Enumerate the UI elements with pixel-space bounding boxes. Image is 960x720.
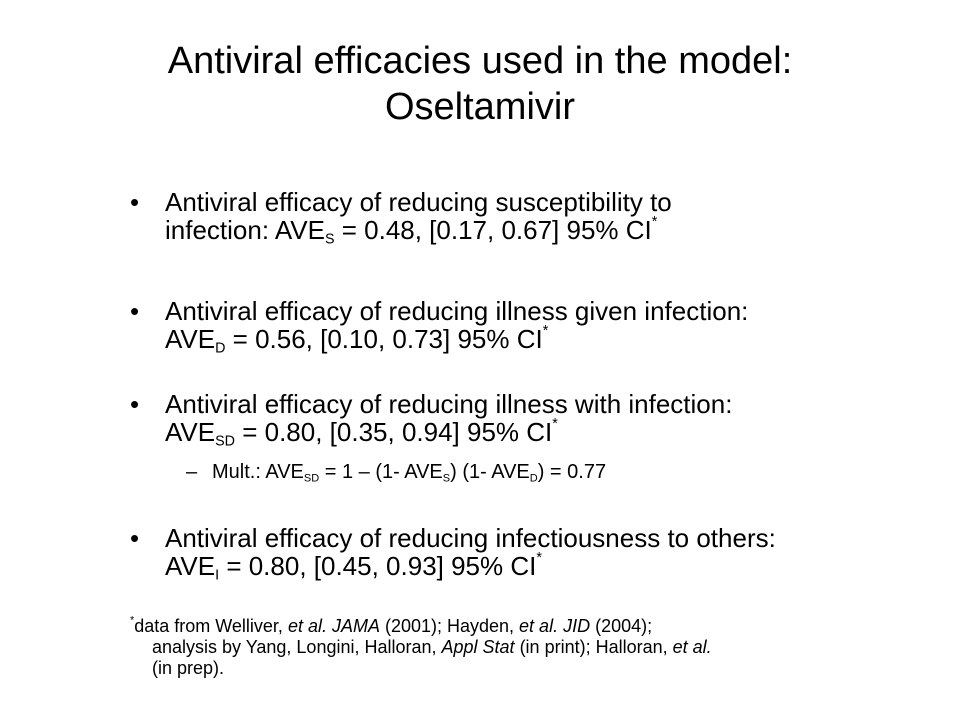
text-run: infection: AVE xyxy=(165,215,325,245)
text-run: analysis by Yang, Longini, Halloran, xyxy=(152,637,442,657)
text-run: data from Welliver, xyxy=(134,616,288,636)
subscript: SD xyxy=(303,472,320,485)
text-run: = 0.56, [0.10, 0.73] 95% CI xyxy=(225,324,543,354)
italic-run: Appl Stat xyxy=(441,637,515,657)
bullet-line-2: infection: AVES = 0.48, [0.17, 0.67] 95%… xyxy=(165,214,930,248)
text-run: (2001); Hayden, xyxy=(379,616,520,636)
bullet-dot: • xyxy=(130,523,140,553)
text-run: ) (1- AVE xyxy=(450,461,530,483)
title-line-2: Oseltamivir xyxy=(384,86,576,128)
bullet-line-2: AVESD = 0.80, [0.35, 0.94] 95% CI* xyxy=(165,416,930,450)
subscript: I xyxy=(215,567,220,584)
text-run: AVE xyxy=(165,551,216,581)
footnote-line-2: analysis by Yang, Longini, Halloran, App… xyxy=(130,637,930,658)
slide-title: Antiviral efficacies used in the model: … xyxy=(60,38,900,130)
bullet-infectiousness: • Antiviral efficacy of reducing infecti… xyxy=(130,523,930,584)
text-run: (in print); Halloran, xyxy=(514,637,673,657)
text-run: AVE xyxy=(165,324,216,354)
text-run: ) = 0.77 xyxy=(537,461,607,483)
footnote-mark: * xyxy=(542,323,549,340)
bullet-line-2: AVEI = 0.80, [0.45, 0.93] 95% CI* xyxy=(165,550,930,584)
text-run: = 0.80, [0.35, 0.94] 95% CI xyxy=(234,417,553,447)
subscript: S xyxy=(442,472,451,485)
title-line-1: Antiviral efficacies used in the model: xyxy=(167,40,793,82)
bullet-line-1: Antiviral efficacy of reducing illness w… xyxy=(165,389,733,419)
bullet-dot: • xyxy=(130,296,140,326)
bullet-line-1: Antiviral efficacy of reducing illness g… xyxy=(165,296,749,326)
bullet-text: Antiviral efficacy of reducing infectiou… xyxy=(165,523,930,584)
text-run: (2004); xyxy=(590,616,653,636)
subbullet-text: Mult.: AVESD = 1 – (1- AVES) (1- AVED) =… xyxy=(212,460,926,484)
footnote-mark: * xyxy=(130,614,135,627)
bullet-line-1: Antiviral efficacy of reducing infectiou… xyxy=(165,523,776,553)
text-run: = 0.80, [0.45, 0.93] 95% CI xyxy=(219,551,537,581)
bullet-line-2: AVED = 0.56, [0.10, 0.73] 95% CI* xyxy=(165,323,930,357)
subbullet-multiplicative: – Mult.: AVESD = 1 – (1- AVES) (1- AVED)… xyxy=(186,460,926,484)
subscript: S xyxy=(324,231,335,248)
text-run: = 0.48, [0.17, 0.67] 95% CI xyxy=(334,215,652,245)
footnote: *data from Welliver, et al. JAMA (2001);… xyxy=(130,614,930,679)
subbullet-dash: – xyxy=(186,461,198,483)
footnote-mark: * xyxy=(552,416,558,433)
subscript: D xyxy=(529,472,538,485)
footnote-line-3: (in prep). xyxy=(152,658,225,678)
italic-run: et al. JID xyxy=(519,616,591,636)
footnote-line-1: *data from Welliver, et al. JAMA (2001);… xyxy=(130,614,930,637)
text-run: = 1 – (1- AVE xyxy=(319,461,443,483)
bullet-illness-with-infection: • Antiviral efficacy of reducing illness… xyxy=(130,389,930,450)
text-run: AVE xyxy=(165,417,216,447)
bullet-text: Antiviral efficacy of reducing susceptib… xyxy=(165,187,930,248)
bullet-dot: • xyxy=(130,389,140,419)
italic-run: et al. JAMA xyxy=(287,616,380,636)
subscript: D xyxy=(215,340,226,357)
bullet-dot: • xyxy=(130,187,140,217)
footnote-mark: * xyxy=(536,550,542,567)
subscript: SD xyxy=(215,433,235,450)
bullet-text: Antiviral efficacy of reducing illness w… xyxy=(165,389,930,450)
bullet-text: Antiviral efficacy of reducing illness g… xyxy=(165,296,930,357)
italic-run: et al. xyxy=(672,637,712,657)
footnote-mark: * xyxy=(651,214,658,231)
bullet-illness-given-infection: • Antiviral efficacy of reducing illness… xyxy=(130,296,930,357)
bullet-susceptibility: • Antiviral efficacy of reducing suscept… xyxy=(130,187,930,248)
bullet-line-1: Antiviral efficacy of reducing susceptib… xyxy=(165,187,672,217)
text-run: Mult.: AVE xyxy=(212,461,304,483)
